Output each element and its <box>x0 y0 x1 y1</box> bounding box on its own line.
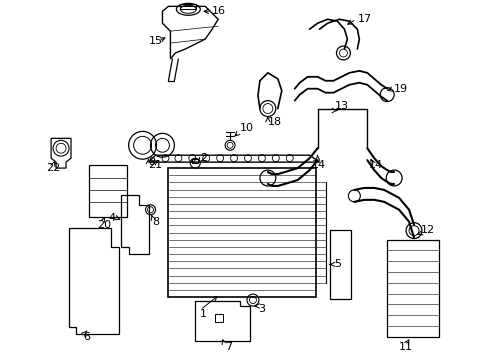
Text: 9: 9 <box>148 157 155 167</box>
Text: 19: 19 <box>393 84 407 94</box>
Text: 7: 7 <box>224 342 232 352</box>
Text: 22: 22 <box>46 163 60 173</box>
Text: 10: 10 <box>240 123 253 134</box>
Bar <box>180 4 196 9</box>
Text: 5: 5 <box>334 259 341 269</box>
Bar <box>329 230 351 299</box>
Bar <box>89 165 126 217</box>
Text: 11: 11 <box>398 342 412 352</box>
Text: 16: 16 <box>212 6 226 16</box>
Bar <box>192 159 198 163</box>
Text: 17: 17 <box>357 14 371 24</box>
Text: 20: 20 <box>97 220 111 230</box>
Text: 15: 15 <box>148 36 162 46</box>
Text: 12: 12 <box>420 225 434 235</box>
Text: 14: 14 <box>311 160 325 170</box>
Text: 6: 6 <box>83 332 90 342</box>
Text: 2: 2 <box>200 153 207 163</box>
Text: 3: 3 <box>257 304 264 314</box>
Text: 13: 13 <box>334 100 348 111</box>
Bar <box>168 168 315 297</box>
Text: 18: 18 <box>267 117 282 127</box>
Bar <box>215 314 223 322</box>
Text: 4: 4 <box>108 213 116 223</box>
Text: 14: 14 <box>368 160 383 170</box>
Text: 8: 8 <box>152 217 159 227</box>
Text: 1: 1 <box>200 309 207 319</box>
Bar <box>386 239 438 337</box>
Text: 21: 21 <box>148 160 163 170</box>
